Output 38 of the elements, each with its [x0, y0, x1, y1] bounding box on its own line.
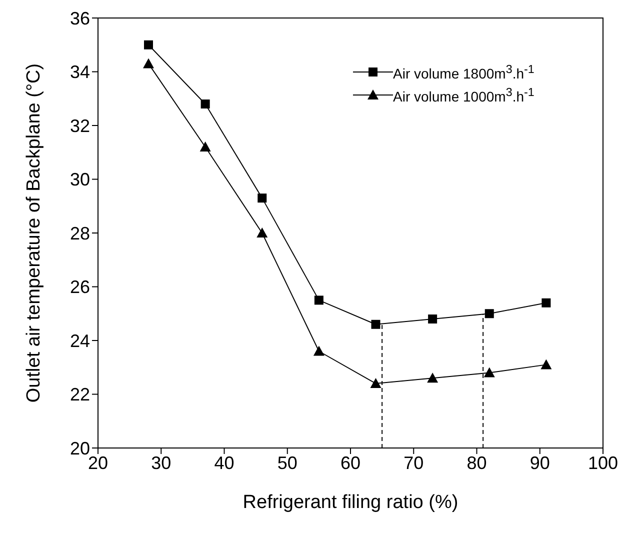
x-tick-label: 100	[588, 452, 618, 473]
x-tick-label: 20	[88, 452, 108, 473]
y-tick-label: 28	[70, 223, 90, 244]
x-tick-label: 50	[277, 452, 298, 473]
x-tick-label: 40	[214, 452, 234, 473]
point	[370, 378, 382, 388]
x-tick-label: 80	[466, 452, 487, 473]
point	[428, 314, 438, 324]
y-tick-label: 34	[70, 62, 90, 82]
y-tick-label: 30	[70, 170, 90, 190]
point	[314, 296, 324, 305]
legend-label: Air volume 1000m$^{3}$.h$^{-1}$	[393, 86, 534, 104]
point	[143, 58, 154, 68]
x-axis-title: Refrigerant filing ratio (%)	[242, 492, 458, 513]
point	[144, 40, 153, 50]
point	[484, 309, 494, 318]
point	[540, 359, 552, 370]
y-tick-label: 22	[70, 384, 90, 405]
point	[258, 194, 267, 203]
x-tick-label: 90	[530, 452, 550, 473]
y-tick-label: 32	[70, 116, 90, 136]
legend-label: Air volume 1800m$^{3}$.h$^{-1}$	[393, 63, 534, 82]
y-axis-title: Outlet air temperature of Backplane (°C)	[24, 63, 45, 403]
point	[484, 367, 495, 378]
point	[200, 142, 211, 152]
y-tick-label: 26	[70, 277, 90, 298]
x-tick-label: 30	[151, 452, 172, 473]
y-tick-label: 20	[70, 438, 90, 458]
y-tick-label: 24	[70, 330, 90, 351]
x-tick-label: 70	[404, 452, 424, 473]
point	[313, 346, 324, 356]
x-tick-label: 60	[340, 452, 361, 473]
point	[427, 372, 438, 383]
point	[200, 100, 210, 108]
point	[371, 320, 380, 329]
point	[542, 298, 551, 308]
point	[256, 228, 268, 238]
y-tick-label: 36	[70, 8, 90, 28]
